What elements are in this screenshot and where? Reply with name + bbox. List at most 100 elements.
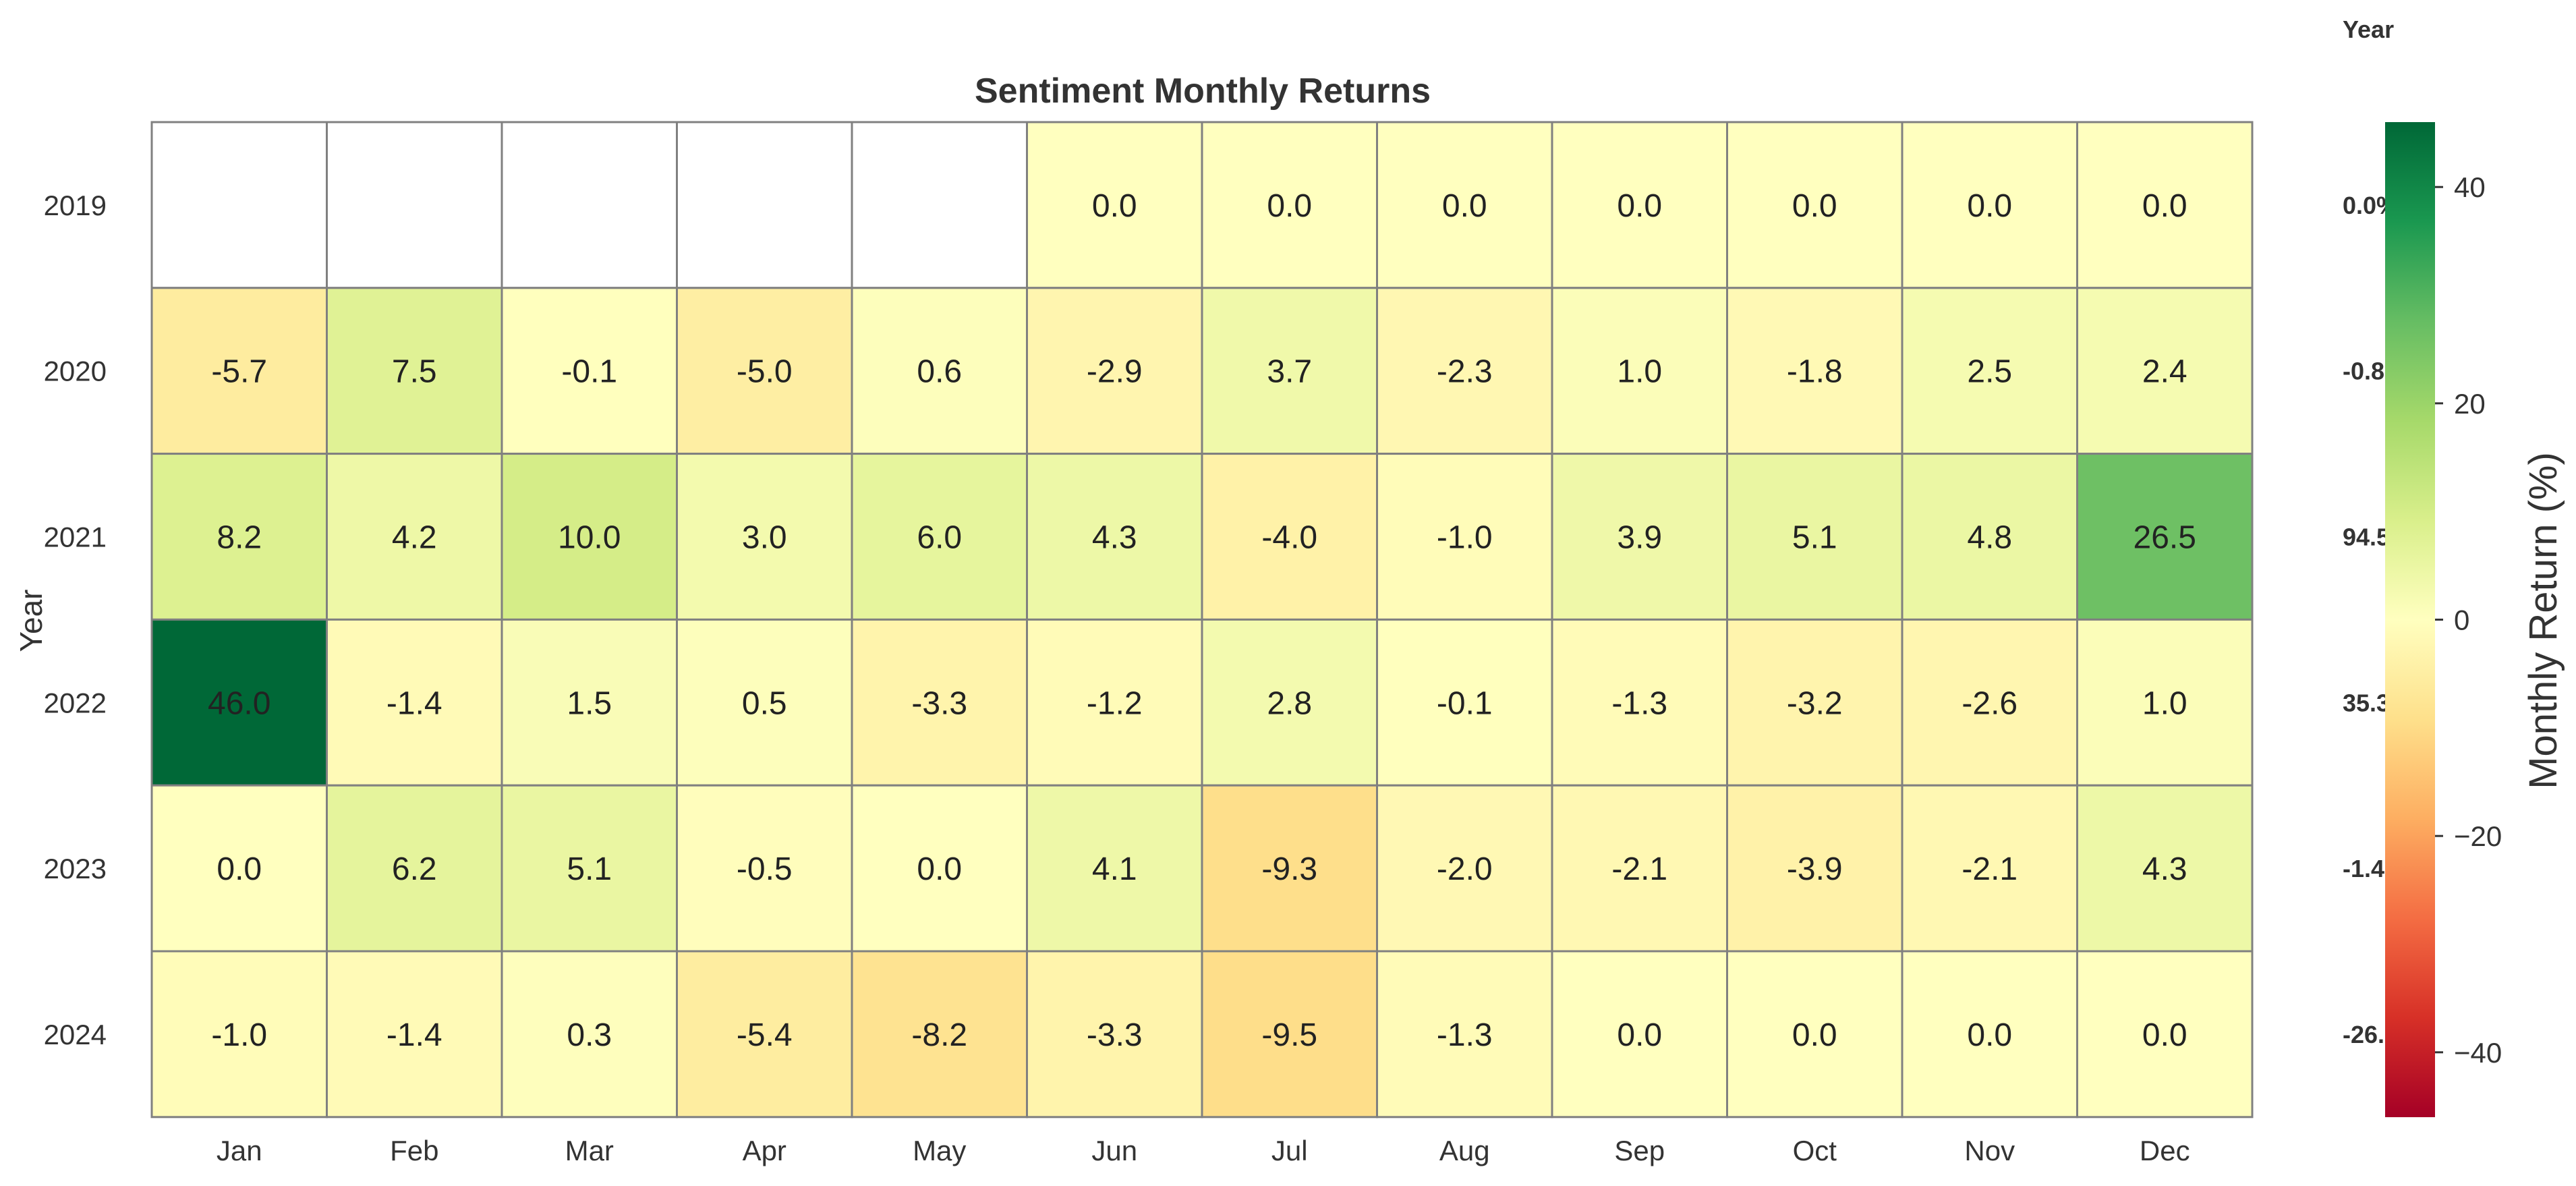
cell-value-label: -1.3 bbox=[1611, 685, 1667, 721]
heatmap-cell bbox=[1551, 121, 1728, 289]
y-tick-label: 2024 bbox=[44, 1019, 107, 1050]
annual-return-label: 94.5 bbox=[2343, 524, 2390, 551]
cell-value-label: 0.5 bbox=[742, 685, 787, 721]
cell-value-label: -2.9 bbox=[1087, 354, 1143, 390]
cell-value-label: -3.9 bbox=[1787, 851, 1843, 887]
annual-return-label: 35.3 bbox=[2343, 689, 2390, 716]
x-tick-label: Jun bbox=[1091, 1135, 1137, 1166]
y-tick-label: 2019 bbox=[44, 190, 107, 221]
heatmap-cell bbox=[326, 784, 503, 953]
heatmap-cell bbox=[326, 453, 503, 621]
cell-value-label: -2.3 bbox=[1437, 354, 1493, 390]
heatmap-cell bbox=[676, 784, 853, 953]
cell-value-label: -1.8 bbox=[1787, 354, 1843, 390]
cell-value-label: 0.0 bbox=[1092, 188, 1137, 224]
colorbar-tick-label: 40 bbox=[2454, 171, 2486, 203]
cell-value-label: -1.2 bbox=[1087, 685, 1143, 721]
heatmap-cell bbox=[851, 287, 1028, 455]
heatmap-cell bbox=[851, 784, 1028, 953]
heatmap-cell bbox=[2076, 453, 2254, 621]
x-tick-labels: Jan Feb Mar Apr May Jun Jul Aug Sep Oct Nov Dec bbox=[217, 1135, 2190, 1166]
y-tick-labels: 2019 2020 2021 2022 2023 2024 bbox=[44, 190, 107, 1050]
cell-value-label: 0.0 bbox=[1792, 188, 1837, 224]
cell-value-label: 4.3 bbox=[1092, 520, 1137, 556]
heatmap-cell bbox=[1551, 453, 1728, 621]
cell-value-label: -1.4 bbox=[387, 1017, 442, 1053]
cell-value-label: -3.3 bbox=[911, 685, 967, 721]
cell-value-label: -9.5 bbox=[1261, 1017, 1317, 1053]
heatmap-cell bbox=[1901, 784, 2078, 953]
y-tick-label: 2022 bbox=[44, 687, 107, 718]
cell-value-label: -2.6 bbox=[1962, 685, 2017, 721]
heatmap-cell bbox=[150, 453, 328, 621]
cell-value-label: -0.1 bbox=[561, 354, 617, 390]
cell-value-label: -0.1 bbox=[1437, 685, 1493, 721]
heatmap-cell bbox=[150, 287, 328, 455]
heatmap-cell bbox=[1026, 950, 1203, 1119]
heatmap-cell bbox=[500, 121, 678, 289]
cell-value-label: 0.0 bbox=[2142, 188, 2187, 224]
heatmap-cell bbox=[1901, 287, 2078, 455]
cell-value-label: 0.0 bbox=[2142, 1017, 2187, 1053]
heatmap-cell bbox=[500, 287, 678, 455]
cell-value-label: -2.0 bbox=[1437, 851, 1493, 887]
cell-value-label: 3.0 bbox=[742, 520, 787, 556]
heatmap-cell bbox=[1201, 287, 1378, 455]
colorbar-tick-label: 20 bbox=[2454, 388, 2486, 420]
cell-value-label: -5.0 bbox=[737, 354, 793, 390]
cell-value-label: 1.0 bbox=[1617, 354, 1662, 390]
cell-value-label: -5.7 bbox=[211, 354, 267, 390]
cell-value-label: -1.0 bbox=[1437, 520, 1493, 556]
cell-value-label: 2.4 bbox=[2142, 354, 2187, 390]
heatmap-cells bbox=[150, 121, 2254, 1119]
heatmap-cell bbox=[1201, 121, 1378, 289]
x-tick-label: Oct bbox=[1793, 1135, 1837, 1166]
colorbar-ticks: −40 −20 0 20 40 bbox=[2435, 171, 2502, 1069]
heatmap-cell bbox=[500, 950, 678, 1119]
colorbar-tick-label: −40 bbox=[2454, 1037, 2502, 1069]
cell-value-label: -2.1 bbox=[1962, 851, 2017, 887]
heatmap-cell bbox=[150, 950, 328, 1119]
cell-value-label: -9.3 bbox=[1261, 851, 1317, 887]
cell-value-label: 0.0 bbox=[217, 851, 262, 887]
annual-return-label: -1.4 bbox=[2343, 855, 2384, 882]
heatmap-cell bbox=[1201, 618, 1378, 787]
heatmap-cell bbox=[1026, 121, 1203, 289]
x-tick-label: Jan bbox=[217, 1135, 262, 1166]
chart-title: Sentiment Monthly Returns bbox=[975, 72, 1431, 111]
cell-value-label: 7.5 bbox=[392, 354, 437, 390]
heatmap-cell bbox=[1901, 618, 2078, 787]
cell-value-label: -4.0 bbox=[1261, 520, 1317, 556]
cell-value-label: 0.3 bbox=[567, 1017, 612, 1053]
cell-value-label: 4.8 bbox=[1967, 520, 2012, 556]
heatmap-cell bbox=[326, 121, 503, 289]
heatmap-cell bbox=[1551, 950, 1728, 1119]
heatmap-cell bbox=[500, 453, 678, 621]
cell-value-label: -1.3 bbox=[1437, 1017, 1493, 1053]
cell-value-label: -1.4 bbox=[387, 685, 442, 721]
cell-value-label: 0.0 bbox=[1267, 188, 1312, 224]
heatmap-cell bbox=[1551, 618, 1728, 787]
cell-value-label: -8.2 bbox=[911, 1017, 967, 1053]
cell-value-label: 0.0 bbox=[1442, 188, 1487, 224]
cell-value-label: 4.1 bbox=[1092, 851, 1137, 887]
heatmap-cell bbox=[2076, 784, 2254, 953]
heatmap-cell bbox=[1201, 784, 1378, 953]
y-tick-label: 2021 bbox=[44, 521, 107, 553]
heatmap-cell bbox=[1026, 453, 1203, 621]
colorbar bbox=[2385, 122, 2435, 1117]
cell-value-label: 8.2 bbox=[217, 520, 262, 556]
cell-value-label: -3.2 bbox=[1787, 685, 1843, 721]
x-tick-label: Jul bbox=[1271, 1135, 1308, 1166]
annual-column-header: Year bbox=[2343, 16, 2394, 43]
x-tick-label: Sep bbox=[1614, 1135, 1665, 1166]
cell-value-label: 3.9 bbox=[1617, 520, 1662, 556]
colorbar-tick-label: 0 bbox=[2454, 604, 2469, 636]
cell-value-label: 3.7 bbox=[1267, 354, 1312, 390]
cell-value-label: 10.0 bbox=[558, 520, 621, 556]
heatmap-cell bbox=[851, 618, 1028, 787]
heatmap-cell bbox=[326, 950, 503, 1119]
heatmap-cell bbox=[1901, 950, 2078, 1119]
x-tick-label: Nov bbox=[1964, 1135, 2015, 1166]
